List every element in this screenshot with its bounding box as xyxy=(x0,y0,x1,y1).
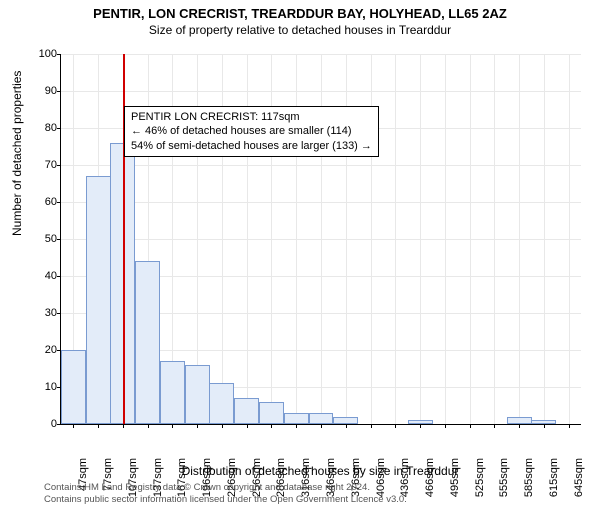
y-tick-label: 60 xyxy=(31,196,57,208)
y-tick-label: 30 xyxy=(31,307,57,319)
x-tick-mark xyxy=(296,424,297,428)
histogram-bar xyxy=(234,398,259,424)
histogram-bar xyxy=(284,413,309,424)
x-tick-mark xyxy=(395,424,396,428)
x-tick-mark xyxy=(494,424,495,428)
y-tick-label: 40 xyxy=(31,270,57,282)
gridline-v xyxy=(544,54,545,424)
x-tick-mark xyxy=(197,424,198,428)
histogram-bar xyxy=(309,413,334,424)
y-tick-label: 100 xyxy=(31,48,57,60)
x-tick-mark xyxy=(371,424,372,428)
gridline-v xyxy=(494,54,495,424)
histogram-bar xyxy=(259,402,284,424)
gridline-v xyxy=(519,54,520,424)
histogram-bar xyxy=(185,365,210,424)
y-tick-mark xyxy=(57,165,61,166)
chart-subtitle: Size of property relative to detached ho… xyxy=(0,23,600,37)
y-tick-mark xyxy=(57,313,61,314)
histogram-bar xyxy=(135,261,160,424)
info-line-2: ← 46% of detached houses are smaller (11… xyxy=(131,124,372,138)
x-tick-mark xyxy=(271,424,272,428)
y-tick-mark xyxy=(57,276,61,277)
x-tick-mark xyxy=(420,424,421,428)
chart-plot-area: 010203040506070809010047sqm77sqm107sqm13… xyxy=(60,54,580,424)
info-line-3: 54% of semi-detached houses are larger (… xyxy=(131,139,372,153)
x-tick-mark xyxy=(98,424,99,428)
x-tick-mark xyxy=(470,424,471,428)
chart-title: PENTIR, LON CRECRIST, TREARDDUR BAY, HOL… xyxy=(0,6,600,21)
y-tick-mark xyxy=(57,54,61,55)
y-tick-mark xyxy=(57,91,61,92)
footer-copyright-1: Contains HM Land Registry data © Crown c… xyxy=(44,482,370,493)
y-tick-label: 70 xyxy=(31,159,57,171)
y-tick-label: 90 xyxy=(31,85,57,97)
histogram-bar xyxy=(408,420,433,424)
gridline-v xyxy=(569,54,570,424)
histogram-bar xyxy=(160,361,185,424)
x-tick-mark xyxy=(73,424,74,428)
x-tick-mark xyxy=(445,424,446,428)
x-axis-label: Distribution of detached houses by size … xyxy=(60,464,580,478)
x-tick-mark xyxy=(247,424,248,428)
x-tick-mark xyxy=(222,424,223,428)
x-tick-mark xyxy=(519,424,520,428)
gridline-v xyxy=(470,54,471,424)
y-tick-label: 20 xyxy=(31,344,57,356)
histogram-bar xyxy=(209,383,234,424)
gridline-v xyxy=(445,54,446,424)
histogram-bar xyxy=(507,417,532,424)
y-tick-label: 0 xyxy=(31,418,57,430)
x-tick-mark xyxy=(172,424,173,428)
histogram-bar xyxy=(61,350,86,424)
info-line-1: PENTIR LON CRECRIST: 117sqm xyxy=(131,110,372,124)
y-tick-label: 50 xyxy=(31,233,57,245)
gridline-v xyxy=(395,54,396,424)
x-tick-mark xyxy=(544,424,545,428)
x-tick-mark xyxy=(123,424,124,428)
y-tick-mark xyxy=(57,128,61,129)
y-tick-label: 80 xyxy=(31,122,57,134)
y-tick-label: 10 xyxy=(31,381,57,393)
x-tick-mark xyxy=(569,424,570,428)
y-axis-label: Number of detached properties xyxy=(10,71,24,236)
y-tick-mark xyxy=(57,202,61,203)
x-tick-mark xyxy=(321,424,322,428)
info-annotation-box: PENTIR LON CRECRIST: 117sqm ← 46% of det… xyxy=(124,106,379,157)
histogram-bar xyxy=(86,176,111,424)
y-tick-mark xyxy=(57,424,61,425)
x-tick-mark xyxy=(346,424,347,428)
gridline-v xyxy=(420,54,421,424)
y-tick-mark xyxy=(57,239,61,240)
histogram-bar xyxy=(531,420,556,424)
x-tick-mark xyxy=(148,424,149,428)
histogram-bar xyxy=(333,417,358,424)
